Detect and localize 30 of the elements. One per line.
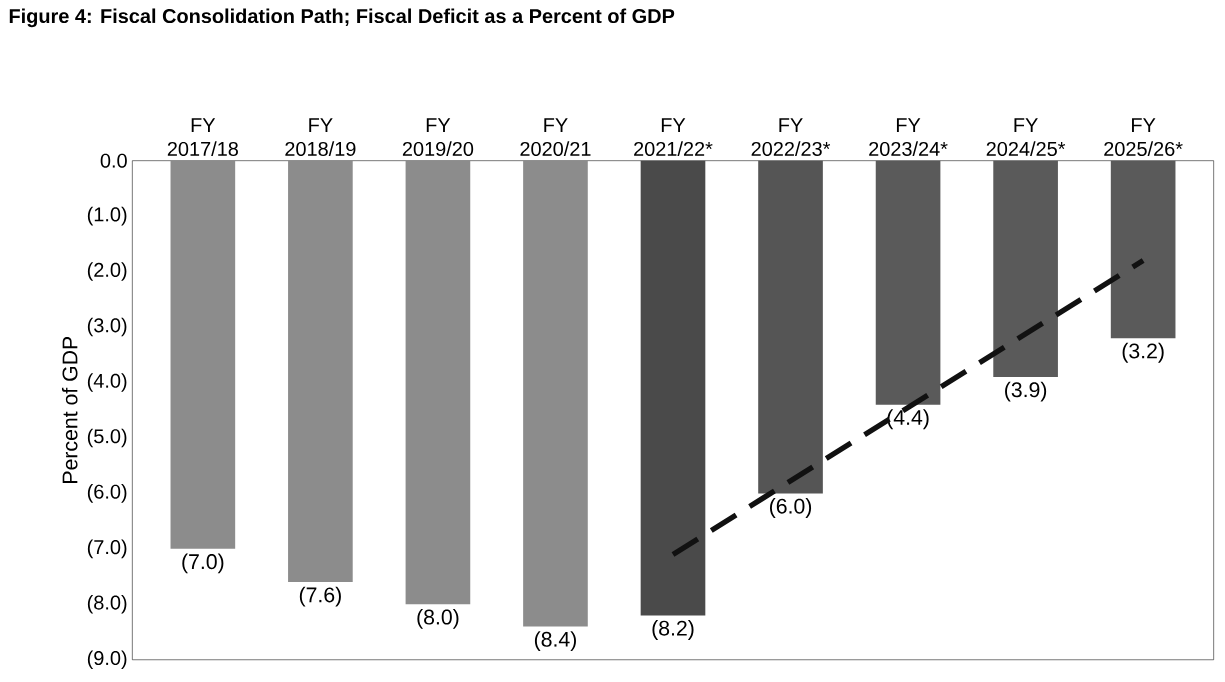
y-tick-label: (4.0)	[87, 372, 127, 392]
data-label: (7.6)	[299, 586, 341, 607]
y-tick-label: (3.0)	[87, 317, 127, 337]
chart-title: Figure 4: Fiscal Consolidation Path; Fiscal Deficit as a Percent of GDP	[9, 8, 675, 27]
y-tick-label: (5.0)	[87, 428, 127, 448]
x-tick-label: FY 2023/24*	[869, 117, 948, 156]
data-label: (8.2)	[652, 619, 694, 640]
data-label: (8.0)	[417, 608, 459, 629]
data-label: (7.0)	[182, 553, 224, 574]
x-tick-label: FY 2024/25*	[986, 117, 1066, 156]
y-axis-title: Percent of GDP	[61, 336, 78, 483]
x-tick-label: FY 2021/22*	[634, 117, 713, 156]
y-tick-label: (8.0)	[87, 594, 127, 614]
x-tick-label: FY 2020/21	[520, 117, 591, 156]
data-label: (6.0)	[769, 497, 812, 518]
x-tick-label: FY 2018/19	[285, 117, 356, 156]
data-label: (3.2)	[1122, 342, 1164, 363]
y-tick-label: (6.0)	[87, 483, 127, 503]
data-label: (4.4)	[887, 409, 929, 429]
data-label: (3.9)	[1005, 381, 1047, 402]
x-tick-label: FY 2025/26*	[1104, 117, 1183, 156]
x-tick-label: FY 2019/20	[402, 117, 474, 156]
y-tick-label: (1.0)	[87, 206, 127, 226]
y-tick-label: (7.0)	[87, 539, 127, 558]
y-tick-label: (9.0)	[87, 650, 127, 669]
y-tick-label: (2.0)	[87, 262, 127, 281]
data-label: (8.4)	[534, 630, 576, 651]
x-tick-label: FY 2017/18	[167, 117, 238, 156]
x-tick-label: FY 2022/23*	[751, 117, 831, 156]
y-tick-label: 0.0	[100, 153, 127, 168]
